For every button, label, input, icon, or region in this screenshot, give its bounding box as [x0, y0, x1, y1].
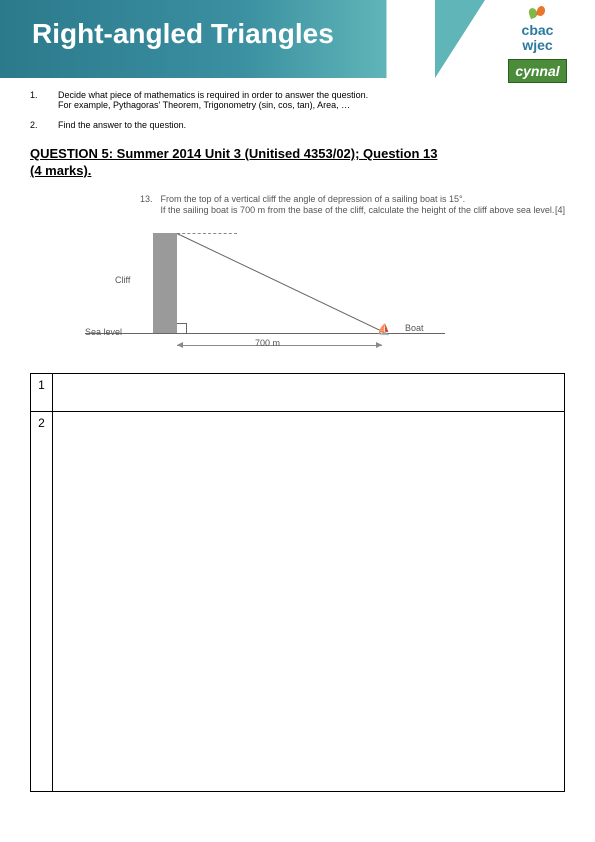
problem-line: From the top of a vertical cliff the ang…: [161, 194, 466, 204]
figure-area: 13. From the top of a vertical cliff the…: [0, 180, 595, 365]
sight-line: [177, 233, 385, 333]
table-row: 1: [31, 374, 565, 412]
instruction-row: 1. Decide what piece of mathematics is r…: [30, 90, 565, 110]
label-distance: 700 m: [255, 338, 280, 348]
instruction-line: Decide what piece of mathematics is requ…: [58, 90, 368, 100]
logo-cynnal: cynnal: [508, 59, 566, 83]
answer-cell-content: [53, 374, 565, 412]
instructions: 1. Decide what piece of mathematics is r…: [0, 78, 595, 146]
logo-area: cbac wjec cynnal: [490, 6, 585, 83]
sea-line: [85, 333, 445, 334]
logo-cbac-line1: cbac: [522, 22, 554, 38]
label-sea: Sea level: [85, 327, 122, 337]
instruction-text: Find the answer to the question.: [58, 120, 186, 130]
page-title: Right-angled Triangles: [32, 18, 334, 50]
label-cliff: Cliff: [115, 275, 130, 285]
boat-icon: ⛵: [377, 323, 391, 336]
instruction-text: Decide what piece of mathematics is requ…: [58, 90, 368, 110]
instruction-num: 2.: [30, 120, 58, 130]
logo-cbac: cbac wjec: [490, 6, 585, 53]
problem-marks: [4]: [555, 205, 565, 217]
answer-cell-num: 1: [31, 374, 53, 412]
instruction-num: 1.: [30, 90, 58, 110]
diagram: ⛵ Cliff Sea level Boat 700 m: [85, 225, 465, 355]
leaf-icon: [527, 6, 549, 20]
instruction-row: 2. Find the answer to the question.: [30, 120, 565, 130]
answer-table: 1 2: [30, 373, 565, 792]
horizon-dash: [177, 233, 237, 234]
instruction-line: Find the answer to the question.: [58, 120, 186, 130]
problem-text: 13. From the top of a vertical cliff the…: [140, 194, 565, 217]
logo-cbac-line2: wjec: [522, 37, 552, 53]
instruction-line: For example, Pythagoras' Theorem, Trigon…: [58, 100, 350, 110]
question-title-line: (4 marks).: [30, 163, 91, 178]
cliff-shape: [153, 233, 177, 333]
table-row: 2: [31, 412, 565, 792]
right-angle-icon: [177, 323, 187, 333]
problem-line: If the sailing boat is 700 m from the ba…: [161, 205, 555, 215]
answer-cell-content: [53, 412, 565, 792]
header-band: Right-angled Triangles cbac wjec cynnal: [0, 0, 595, 78]
question-title-line: QUESTION 5: Summer 2014 Unit 3 (Unitised…: [30, 146, 437, 161]
label-boat: Boat: [405, 323, 424, 333]
answer-cell-num: 2: [31, 412, 53, 792]
problem-number: 13.: [140, 194, 158, 206]
question-title: QUESTION 5: Summer 2014 Unit 3 (Unitised…: [0, 146, 595, 180]
